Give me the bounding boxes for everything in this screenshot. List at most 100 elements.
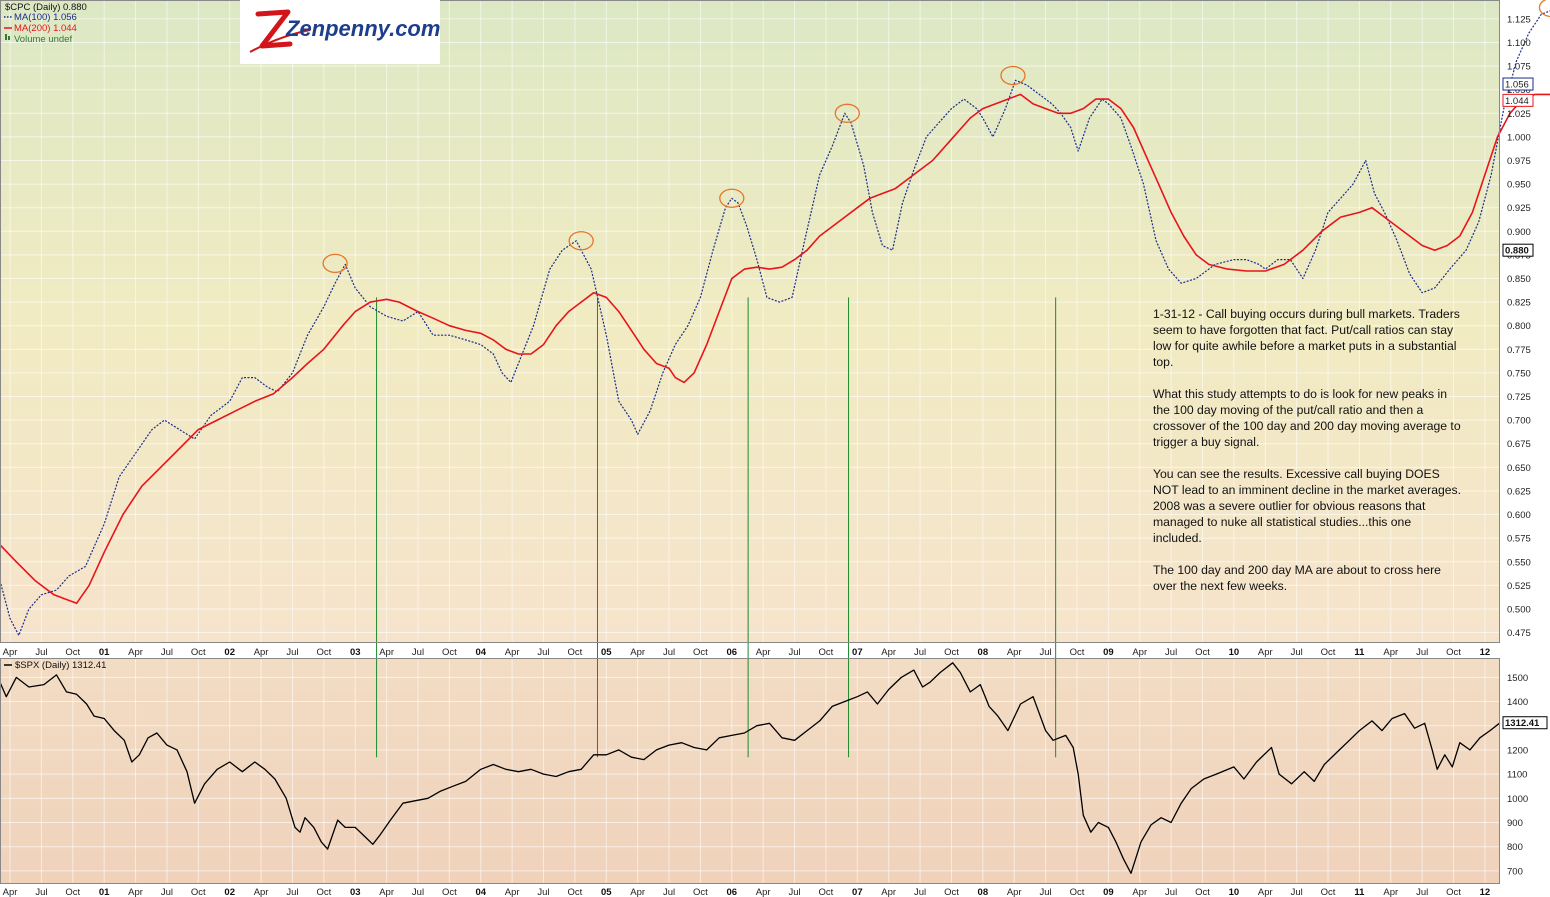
cpc-x-tick-label: Oct [1195,647,1210,658]
spx-x-tick-label: 04 [475,887,486,897]
cpc-x-tick-label: Oct [819,647,834,658]
spx-x-tick-label: 06 [727,887,738,897]
spx-x-tick-label: Jul [788,887,800,897]
spx-title: $SPX (Daily) 1312.41 [15,660,106,671]
cpc-x-tick-label: Jul [788,647,800,658]
peak-circle [719,188,745,208]
cpc-x-tick-label: Apr [1383,647,1398,658]
ma100-last-value-text: 1.056 [1505,80,1529,91]
spx-x-tick-label: 02 [224,887,235,897]
cpc-y-tick-label: 0.725 [1507,392,1531,403]
spx-x-tick-label: 05 [601,887,612,897]
cpc-y-tick-label: 0.750 [1507,368,1531,379]
cpc-x-tick-label: 07 [852,647,863,658]
peak-circle [322,253,348,274]
cpc-y-tick-label: 0.775 [1507,345,1531,356]
spx-x-tick-label: Jul [1416,887,1428,897]
cpc-x-tick-label: Jul [286,647,298,658]
cpc-panel-background [0,0,1500,642]
cpc-y-tick-label: 0.475 [1507,628,1531,639]
spx-x-tick-label: Oct [316,887,331,897]
spx-x-tick-label: 07 [852,887,863,897]
spx-x-tick-label: 09 [1103,887,1114,897]
spx-x-tick-label: Oct [693,887,708,897]
spx-x-tick-label: Jul [35,887,47,897]
ma100-line [0,10,1550,636]
cpc-x-tick-label: Apr [756,647,771,658]
cpc-y-tick-label: 1.125 [1507,14,1531,25]
cpc-y-tick-label: 0.525 [1507,581,1531,592]
spx-x-tick-label: Jul [663,887,675,897]
note-paragraph-3: You can see the results. Excessive call … [1153,467,1462,545]
spx-line [0,662,1501,874]
ma200-last-value-text: 1.044 [1505,96,1529,107]
cpc-x-tick-label: Oct [693,647,708,658]
spx-x-tick-label: Apr [1007,887,1022,897]
spx-x-tick-label: Apr [379,887,394,897]
peak-circle [1000,65,1026,86]
cpc-y-tick-label: 0.625 [1507,486,1531,497]
spx-x-tick-label: 01 [99,887,110,897]
ma200-last-value: 1.044 [1502,93,1534,107]
cpc-x-tick-label: Jul [1040,647,1052,658]
spx-x-tick-label: Oct [1195,887,1210,897]
spx-x-tick-label: Apr [881,887,896,897]
cpc-y-tick-label: 1.075 [1507,62,1531,73]
cpc-x-tick-label: Apr [254,647,269,658]
grid-lines [0,0,1500,883]
peak-circle [834,103,860,123]
cpc-y-tick-label: 0.800 [1507,321,1531,332]
cpc-x-tick-label: 03 [350,647,361,658]
spx-y-tick-label: 700 [1507,866,1523,877]
cpc-x-tick-label: 04 [475,647,486,658]
cpc-x-tick-label: 06 [727,647,738,658]
spx-x-tick-label: Oct [442,887,457,897]
cpc-y-tick-label: 0.575 [1507,534,1531,545]
signal-lines [376,297,1057,758]
spx-y-tick-label: 1500 [1507,673,1528,684]
spx-y-tick-label: 800 [1507,842,1523,853]
spx-x-tick-label: Jul [1165,887,1177,897]
note-paragraph-1: 1-31-12 - Call buying occurs during bull… [1153,307,1460,369]
note-paragraph-4: The 100 day and 200 day MA are about to … [1153,563,1441,593]
cpc-x-tick-label: Oct [1446,647,1461,658]
spx-x-tick-label: Apr [254,887,269,897]
cpc-title: $CPC (Daily) 0.880 [5,2,87,13]
cpc-x-tick-label: Apr [1132,647,1147,658]
cpc-y-tick-label: 0.850 [1507,274,1531,285]
cpc-x-tick-label: 02 [224,647,235,658]
cpc-y-tick-label: 1.050 [1507,85,1531,96]
cpc-x-tick-label: Jul [412,647,424,658]
cpc-x-tick-label: 11 [1354,647,1365,658]
cpc-y-tick-label: 0.950 [1507,180,1531,191]
spx-x-tick-label: Oct [1070,887,1085,897]
cpc-x-tick-label: Oct [1321,647,1336,658]
spx-x-tick-label: Apr [505,887,520,897]
spx-x-tick-label: Jul [537,887,549,897]
cpc-x-tick-label: 08 [978,647,989,658]
spx-x-tick-label: Jul [161,887,173,897]
spx-last-value-text: 1312.41 [1505,718,1540,729]
spx-y-tick-label: 1400 [1507,697,1528,708]
cpc-y-tick-label: 1.100 [1507,38,1531,49]
cpc-y-tick-label: 0.650 [1507,463,1531,474]
spx-x-tick-label: Oct [191,887,206,897]
spx-x-tick-label: Apr [1258,887,1273,897]
cpc-x-tick-label: Oct [65,647,80,658]
spx-x-tick-label: Apr [1383,887,1398,897]
cpc-x-tick-label: 01 [99,647,110,658]
cpc-x-tick-label: 09 [1103,647,1114,658]
cpc-x-tick-label: Apr [128,647,143,658]
cpc-x-tick-label: Jul [161,647,173,658]
spx-x-tick-label: Apr [1132,887,1147,897]
spx-x-tick-label: Jul [412,887,424,897]
ma100-legend: MA(100) 1.056 [14,12,77,23]
cpc-y-tick-label: 0.900 [1507,227,1531,238]
cpc-x-tick-label: Apr [630,647,645,658]
peak-circle [568,231,594,251]
spx-x-tick-label: 10 [1229,887,1240,897]
cpc-y-tick-label: 0.500 [1507,604,1531,615]
spx-x-tick-label: 12 [1480,887,1491,897]
spx-x-tick-label: Jul [1291,887,1303,897]
